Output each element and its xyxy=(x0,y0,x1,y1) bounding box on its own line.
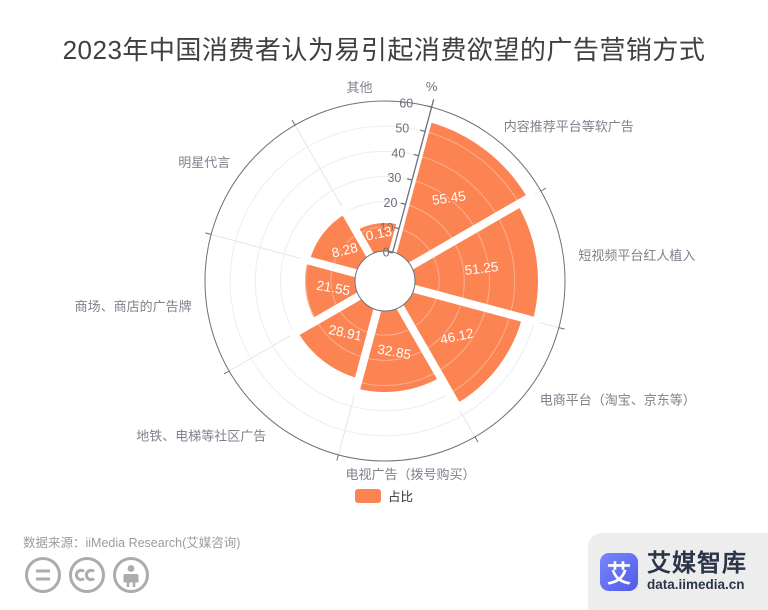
radial-tick-label: 0 xyxy=(383,246,390,260)
angle-axis-tick xyxy=(223,370,230,375)
radial-tick-label: 40 xyxy=(391,146,405,160)
category-label-7: 其他 xyxy=(347,80,373,95)
radial-tick-label: 10 xyxy=(380,221,394,235)
radial-axis-tick xyxy=(420,129,426,133)
category-label-5: 商场、商店的广告牌 xyxy=(75,299,192,314)
radial-tick-label: 20 xyxy=(384,196,398,210)
grid-ring-overlay xyxy=(229,125,541,437)
angle-axis-tick xyxy=(291,119,296,126)
chart-title: 2023年中国消费者认为易引起消费欲望的广告营销方式 xyxy=(62,35,706,65)
grid-ring-overlay xyxy=(280,176,490,386)
cc-icon xyxy=(69,557,105,593)
logo-domain: data.iimedia.cn xyxy=(647,577,745,592)
grid-ring-overlay xyxy=(254,150,516,412)
value-label-0: 55.45 xyxy=(431,188,467,208)
iimedia-logo-icon: 艾 xyxy=(600,552,638,591)
legend-label[interactable]: 占比 xyxy=(387,490,413,504)
radial-axis-tick xyxy=(387,251,393,254)
radial-axis-tick xyxy=(413,153,419,157)
angle-axis-ring xyxy=(204,100,566,462)
radial-tick-label: 30 xyxy=(387,171,401,185)
value-label-7: 0.13 xyxy=(364,224,393,244)
category-label-2: 电商平台（淘宝、京东等） xyxy=(540,392,696,407)
angle-axis-tick xyxy=(540,187,547,192)
angle-axis-tick xyxy=(336,454,339,461)
legend-swatch-icon[interactable] xyxy=(354,488,381,503)
data-source-text: 数据来源：iiMedia Research(艾媒咨询) xyxy=(23,536,241,550)
category-label-1: 短视频平台红人植入 xyxy=(578,248,695,263)
category-label-4: 地铁、电梯等社区广告 xyxy=(136,428,266,443)
value-label-3: 32.85 xyxy=(376,342,412,363)
center-circle xyxy=(354,250,416,312)
radial-axis-tick xyxy=(400,202,406,205)
angle-axis-tick xyxy=(205,232,212,235)
radial-axis-tick xyxy=(394,226,400,230)
license-icons xyxy=(25,557,149,593)
category-label-3: 电视广告（拨号购买） xyxy=(345,467,475,482)
angle-axis-tick xyxy=(558,327,565,330)
cc-nd-equals-icon xyxy=(25,557,61,593)
radial-axis-unit: % xyxy=(426,79,438,94)
grid-ring-overlay xyxy=(330,226,440,336)
angle-axis-tick xyxy=(474,436,479,443)
logo-brand: 艾媒智库 xyxy=(647,549,747,577)
radial-axis-tick xyxy=(407,178,413,181)
radial-axis-line xyxy=(391,99,435,254)
radial-tick-label: 60 xyxy=(399,97,413,111)
category-label-6: 明星代言 xyxy=(178,155,230,170)
value-label-4: 28.91 xyxy=(327,322,363,344)
grid-ring-overlay xyxy=(305,201,465,361)
logo-texts: 艾媒智库 data.iimedia.cn xyxy=(647,551,747,592)
radial-axis-tick xyxy=(426,105,432,108)
legend[interactable]: 占比 xyxy=(0,486,768,505)
value-label-1: 51.25 xyxy=(464,259,499,278)
category-label-0: 内容推荐平台等软广告 xyxy=(504,119,634,134)
logo-card: 艾 艾媒智库 data.iimedia.cn xyxy=(588,533,768,610)
radial-tick-label: 50 xyxy=(395,121,409,135)
cc-by-person-icon xyxy=(113,557,149,593)
